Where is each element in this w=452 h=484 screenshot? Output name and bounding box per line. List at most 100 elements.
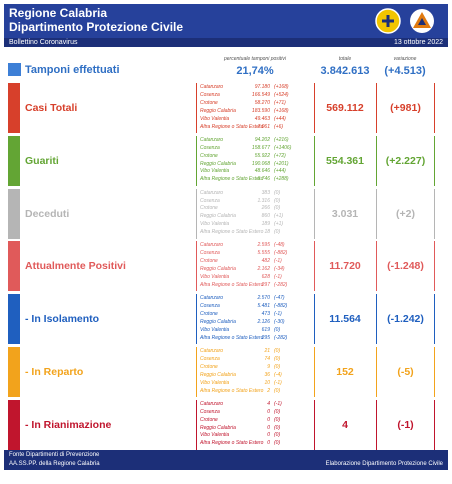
province-variation: (0) — [274, 440, 281, 447]
province-value: 166.549 — [251, 91, 270, 98]
province-name: Cosenza — [200, 144, 220, 151]
table-border — [196, 135, 197, 186]
province-variation: (-1) — [274, 258, 282, 265]
province-name: Reggio Calabria — [200, 266, 236, 273]
province-name: Cosenza — [200, 197, 220, 204]
bulletin-bar — [4, 38, 448, 47]
province-variation: (0) — [274, 432, 281, 439]
province-name: Catanzaro — [200, 84, 224, 90]
province-value: 158.677 — [251, 144, 270, 151]
province-name: Vibo Valentia — [200, 221, 230, 228]
province-value: 860 — [261, 213, 270, 220]
variation-border — [434, 399, 435, 450]
province-value: 1.316 — [257, 197, 270, 204]
tamponi-icon — [8, 63, 21, 76]
province-name: Crotone — [200, 311, 218, 317]
province-variation: (0) — [274, 408, 281, 415]
section-variation: (-5) — [397, 366, 414, 378]
variation-border — [434, 83, 435, 133]
section-bar — [8, 347, 20, 397]
variation-border — [376, 241, 377, 292]
province-name: Catanzaro — [200, 400, 224, 407]
variation-border — [434, 188, 435, 239]
table-border — [196, 347, 197, 397]
table-border — [196, 294, 197, 345]
province-name: Cosenza — [200, 408, 220, 415]
section-total: 554.361 — [326, 154, 364, 167]
province-value: 628 — [261, 274, 270, 280]
province-variation: (0) — [274, 387, 281, 394]
table-border — [314, 294, 315, 345]
province-name: Cosenza — [200, 303, 220, 310]
province-variation: (0) — [274, 355, 281, 362]
province-value: 0 — [267, 432, 270, 439]
province-value: 21 — [264, 348, 270, 354]
section-bar — [8, 135, 20, 186]
section-title: Guariti — [25, 154, 59, 167]
section-bar — [8, 399, 20, 450]
province-name: Reggio Calabria — [200, 371, 236, 378]
province-variation: (0) — [274, 205, 281, 212]
variation-border — [434, 347, 435, 397]
section-title: - In Reparto — [25, 366, 84, 378]
province-variation: (0) — [274, 326, 281, 333]
percent-label: percentuale tamponi positivi — [224, 56, 286, 62]
section-bar — [8, 188, 20, 239]
province-name: Altra Regione o Stato Estero — [200, 176, 264, 183]
province-variation: (0) — [274, 416, 281, 423]
province-variation: (-1) — [274, 400, 282, 407]
total-label: totale — [338, 56, 352, 62]
table-border — [196, 241, 197, 292]
province-name: Reggio Calabria — [200, 107, 236, 114]
province-variation: (-282) — [274, 281, 288, 288]
table-border — [314, 188, 315, 239]
province-value: 2.162 — [257, 266, 270, 273]
province-value: 18 — [264, 229, 270, 236]
province-name: Vibo Valentia — [200, 274, 230, 280]
section-bar — [8, 83, 20, 133]
variation-border — [434, 135, 435, 186]
province-value: 10 — [264, 379, 270, 386]
section-title: Casi Totali — [25, 102, 78, 114]
province-value: 473 — [261, 311, 270, 317]
province-name: Catanzaro — [200, 189, 224, 196]
province-variation: (-30) — [274, 318, 285, 325]
table-border — [314, 135, 315, 186]
province-value: 5.481 — [257, 303, 270, 310]
province-name: Altra Regione o Stato Estero — [200, 387, 264, 394]
bulletin-date: 13 ottobre 2022 — [393, 39, 443, 46]
province-variation: (0) — [274, 424, 281, 431]
province-variation: (0) — [274, 348, 281, 354]
province-value: 266 — [261, 205, 270, 212]
province-name: Altra Regione o Stato Estero — [200, 440, 264, 447]
variation-border — [434, 241, 435, 292]
province-variation: (+524) — [274, 91, 289, 98]
table-border — [314, 347, 315, 397]
variation-border — [376, 399, 377, 450]
province-name: Cosenza — [200, 91, 220, 98]
province-variation: (+1) — [274, 221, 284, 228]
variation-border — [376, 188, 377, 239]
section-variation: (+981) — [390, 102, 421, 114]
variation-border — [376, 135, 377, 186]
section-variation: (-1) — [397, 418, 414, 431]
section-title: - In Rianimazione — [25, 418, 112, 431]
province-value: 74 — [264, 355, 270, 362]
province-name: Crotone — [200, 416, 218, 423]
province-variation: (+1) — [274, 213, 284, 220]
table-border — [314, 399, 315, 450]
province-value: 183.590 — [251, 107, 270, 114]
province-value: 49.463 — [254, 115, 270, 122]
province-value: 0 — [267, 440, 270, 447]
province-value: 5.555 — [257, 250, 270, 257]
province-name: Catanzaro — [200, 295, 224, 302]
province-value: 295 — [261, 334, 270, 341]
footer-source: AA.SS.PP. della Regione Calabria — [9, 461, 100, 467]
province-variation: (+71) — [274, 99, 286, 106]
province-value: 0 — [267, 424, 270, 431]
province-variation: (+6) — [274, 123, 284, 130]
variation-border — [376, 294, 377, 345]
province-value: 619 — [261, 326, 270, 333]
province-value: 4 — [267, 400, 270, 407]
